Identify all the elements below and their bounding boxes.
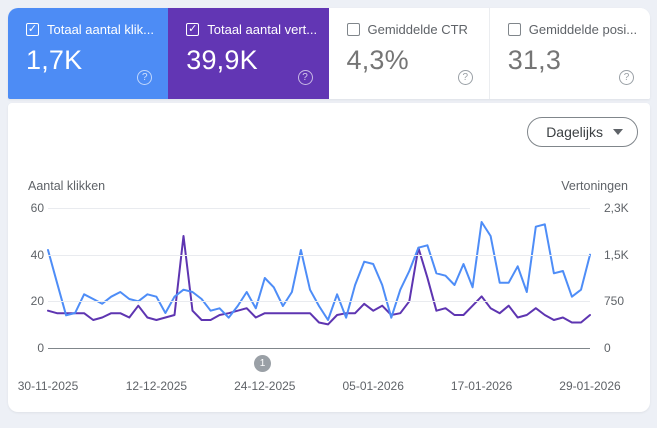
chart-plot-area[interactable] (47, 208, 591, 349)
gridline (48, 301, 590, 302)
checkbox-total-impressions[interactable]: ✓ (186, 23, 200, 36)
x-axis-labels: 30-11-2025 12-12-2025 24-12-2025 05-01-2… (18, 379, 621, 395)
pagination-page-1[interactable]: 1 (254, 355, 271, 372)
help-icon[interactable]: ? (619, 70, 634, 85)
left-tick: 40 (30, 248, 44, 262)
x-tick-label: 12-12-2025 (125, 379, 188, 393)
left-tick: 60 (30, 201, 44, 215)
granularity-label: Dagelijks (546, 124, 603, 140)
right-tick: 750 (604, 294, 625, 308)
card-label: Gemiddelde CTR (367, 22, 468, 37)
help-icon[interactable]: ? (297, 70, 313, 85)
right-tick: 1,5K (604, 248, 629, 262)
left-tick: 0 (37, 341, 44, 355)
card-total-clicks[interactable]: ✓ Totaal aantal klik... 1,7K ? (8, 8, 169, 99)
card-total-impressions[interactable]: ✓ Totaal aantal vert... 39,9K ? (168, 8, 329, 99)
average-ctr-value: 4,3% (346, 45, 409, 75)
left-axis-title: Aantal klikken (28, 179, 106, 193)
total-clicks-value: 1,7K (26, 45, 83, 75)
gridline (48, 255, 590, 256)
right-axis-title: Vertoningen (561, 179, 628, 193)
card-label: Totaal aantal vert... (207, 22, 318, 37)
chevron-down-icon (613, 129, 623, 135)
x-tick-label: 24-12-2025 (234, 379, 296, 393)
x-tick-label: 05-01-2026 (342, 379, 404, 393)
granularity-dropdown[interactable]: Dagelijks (527, 117, 638, 147)
card-label: Totaal aantal klik... (47, 22, 154, 37)
x-tick-label: 30-11-2025 (17, 379, 79, 393)
x-axis-line (48, 348, 590, 349)
metric-cards-row: ✓ Totaal aantal klik... 1,7K ? ✓ Totaal … (8, 8, 650, 99)
line-chart (47, 221, 591, 326)
average-position-value: 31,3 (507, 45, 562, 75)
help-icon[interactable]: ? (137, 70, 153, 85)
x-tick-label: 29-01-2026 (559, 379, 621, 393)
right-tick: 0 (604, 341, 611, 355)
card-label: Gemiddelde posi... (528, 22, 638, 37)
checkbox-average-ctr[interactable] (346, 23, 360, 36)
card-average-position[interactable]: Gemiddelde posi... 31,3 ? (488, 8, 650, 99)
gridline (48, 208, 590, 209)
x-tick-label: 17-01-2026 (450, 379, 513, 393)
right-tick: 2,3K (604, 201, 629, 215)
card-average-ctr[interactable]: Gemiddelde CTR 4,3% ? (328, 8, 489, 99)
performance-chart-panel: Dagelijks Aantal klikken Vertoningen 60 … (8, 103, 650, 412)
checkbox-total-clicks[interactable]: ✓ (26, 23, 39, 36)
left-tick: 20 (30, 294, 44, 308)
help-icon[interactable]: ? (457, 70, 473, 85)
checkbox-average-position[interactable] (507, 23, 521, 36)
total-impressions-value: 39,9K (186, 45, 258, 75)
